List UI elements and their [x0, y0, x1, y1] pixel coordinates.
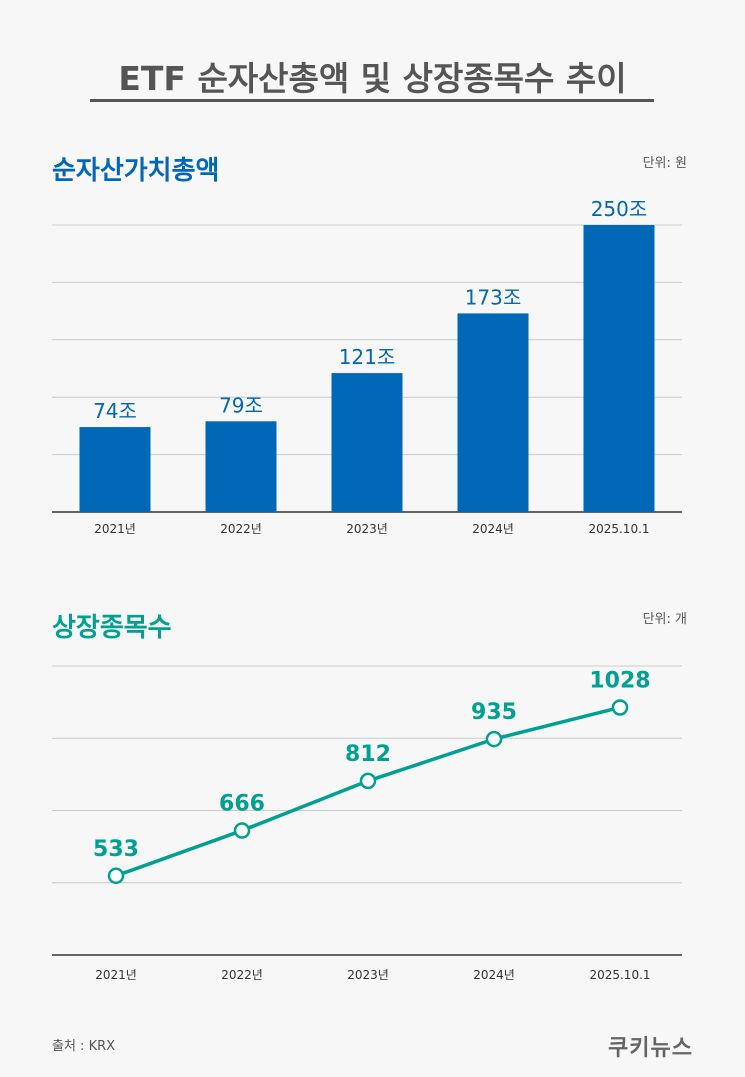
- bar: [583, 225, 655, 512]
- point-value-label: 935: [471, 700, 517, 725]
- bar-chart: 74조 2021년 79조 2022년 121조 2023년 173조 2024년 250조 20…: [52, 197, 682, 536]
- x-tick-label: 2021년: [95, 968, 137, 982]
- data-point: [359, 772, 377, 790]
- line-chart-unit: 단위: 개: [642, 612, 687, 627]
- x-tick-label: 2022년: [221, 968, 263, 982]
- bar: [331, 373, 403, 512]
- x-tick-label: 2025.10.1: [589, 968, 650, 982]
- point-value-label: 666: [219, 792, 265, 817]
- line-chart-title: 상장종목수: [52, 613, 172, 643]
- x-tick-label: 2021년: [94, 522, 136, 536]
- x-tick-label: 2022년: [220, 522, 262, 536]
- bar: [205, 421, 277, 512]
- x-tick-label: 2024년: [473, 968, 515, 982]
- x-tick-label: 2023년: [347, 968, 389, 982]
- point-value-label: 533: [93, 837, 139, 862]
- bar-value-label: 74조: [93, 399, 137, 423]
- line-chart: 533 2021년 666 2022년 812 2023년 935 2024년 1028 2025…: [52, 665, 682, 982]
- x-tick-label: 2025.10.1: [588, 522, 649, 536]
- series-line: [115, 705, 621, 878]
- brand-logo: 쿠키뉴스: [608, 1036, 693, 1061]
- bar-value-label: 250조: [591, 197, 648, 221]
- bar-value-label: 79조: [219, 393, 263, 417]
- page-title: ETF 순자산총액 및 상장종목수 추이: [118, 59, 627, 98]
- bar-value-label: 121조: [339, 345, 396, 369]
- x-tick-label: 2023년: [346, 522, 388, 536]
- title-underline: [90, 99, 654, 102]
- point-value-label: 812: [345, 742, 391, 767]
- x-tick-label: 2024년: [472, 522, 514, 536]
- bar-value-label: 173조: [465, 285, 522, 309]
- data-point: [233, 822, 251, 839]
- bar-chart-title: 순자산가치총액: [52, 156, 220, 186]
- data-point: [107, 867, 125, 885]
- data-point: [485, 730, 503, 748]
- bar: [79, 427, 151, 512]
- data-point: [611, 699, 629, 716]
- bar-chart-unit: 단위: 원: [642, 156, 687, 171]
- bar: [457, 313, 529, 512]
- point-value-label: 1028: [589, 668, 650, 693]
- source-note: 출처 : KRX: [52, 1039, 116, 1054]
